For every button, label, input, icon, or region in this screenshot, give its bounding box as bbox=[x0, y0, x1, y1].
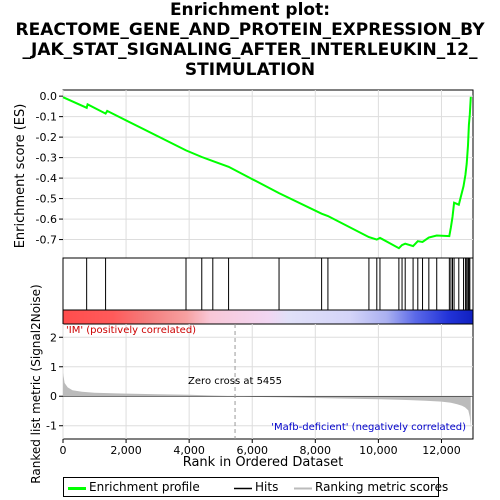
title-line-3: _JAK_STAT_SIGNALING_AFTER_INTERLEUKIN_12… bbox=[22, 40, 478, 60]
zero-cross-label: Zero cross at 5455 bbox=[188, 376, 282, 387]
metric-tick-label: 1 bbox=[50, 361, 57, 374]
hits-panel bbox=[62, 257, 474, 311]
es-tick-label: -0.5 bbox=[36, 193, 57, 206]
positive-correlation-label: 'IM' (positively correlated) bbox=[66, 325, 196, 336]
title-line-2: REACTOME_GENE_AND_PROTEIN_EXPRESSION_BY bbox=[15, 20, 485, 40]
metric-tick-label: 2 bbox=[50, 331, 57, 344]
es-tick-label: -0.7 bbox=[36, 234, 57, 247]
title-line-1: Enrichment plot: bbox=[169, 0, 331, 20]
rank-gradient-bar bbox=[62, 309, 474, 325]
x-axis-ticks: 0 2,000 4,000 6,000 8,000 10,000 12,000 bbox=[60, 439, 461, 457]
metric-panel-frame bbox=[62, 323, 474, 440]
x-axis-label: Rank in Ordered Dataset bbox=[183, 455, 344, 470]
es-tick-label: 0.0 bbox=[40, 90, 58, 103]
enrichment-profile-line bbox=[62, 96, 472, 250]
metric-panel: 210-1 0 2,000 4,000 6,000 8,000 10,000 12,000 … bbox=[29, 284, 474, 484]
title-line-4: STIMULATION bbox=[184, 60, 316, 80]
metric-y-axis-label: Ranked list metric (Signal2Noise) bbox=[29, 284, 43, 483]
legend-hits-label: Hits bbox=[255, 480, 279, 494]
metric-tick-label: -1 bbox=[46, 420, 57, 433]
hits-panel-frame bbox=[62, 257, 474, 311]
rank-color-bar bbox=[62, 309, 474, 325]
x-tick-label: 0 bbox=[60, 444, 67, 457]
es-tick-label: -0.3 bbox=[36, 152, 57, 165]
legend-profile-swatch bbox=[68, 487, 86, 490]
es-tick-label: -0.6 bbox=[36, 213, 57, 226]
legend: Enrichment profile Hits Ranking metric s… bbox=[63, 477, 448, 497]
x-tick-label: 2,000 bbox=[110, 444, 142, 457]
negative-correlation-label: 'Mafb-deficient' (negatively correlated) bbox=[271, 422, 466, 433]
metric-tick-label: 0 bbox=[50, 390, 57, 403]
es-y-ticks: 0.0 -0.1 -0.2 -0.3 -0.4 -0.5 -0.6 -0.7 bbox=[36, 90, 63, 247]
metric-y-ticks: 2 1 0 -1 bbox=[46, 331, 63, 433]
es-tick-label: -0.1 bbox=[36, 111, 57, 124]
legend-ranking-swatch bbox=[294, 487, 312, 490]
x-tick-label: 4,000 bbox=[173, 444, 205, 457]
x-tick-label: 8,000 bbox=[300, 444, 332, 457]
x-tick-label: 12,000 bbox=[422, 444, 461, 457]
hits-lines bbox=[86, 258, 471, 310]
es-panel: 0.0 -0.1 -0.2 -0.3 -0.4 -0.5 -0.6 -0.7 Enrichme… bbox=[13, 89, 474, 259]
es-y-axis-label: Enrichment score (ES) bbox=[13, 104, 28, 249]
es-tick-label: -0.4 bbox=[36, 172, 57, 185]
x-tick-label: 6,000 bbox=[236, 444, 268, 457]
x-tick-label: 10,000 bbox=[359, 444, 398, 457]
chart-title: Enrichment plot: REACTOME_GENE_AND_PROTE… bbox=[0, 0, 500, 80]
legend-profile-label: Enrichment profile bbox=[89, 480, 200, 494]
legend-ranking-label: Ranking metric scores bbox=[315, 480, 449, 494]
es-tick-label: -0.2 bbox=[36, 131, 57, 144]
legend-hits-swatch bbox=[234, 487, 252, 490]
es-panel-frame bbox=[62, 89, 474, 259]
es-grid bbox=[62, 90, 473, 258]
